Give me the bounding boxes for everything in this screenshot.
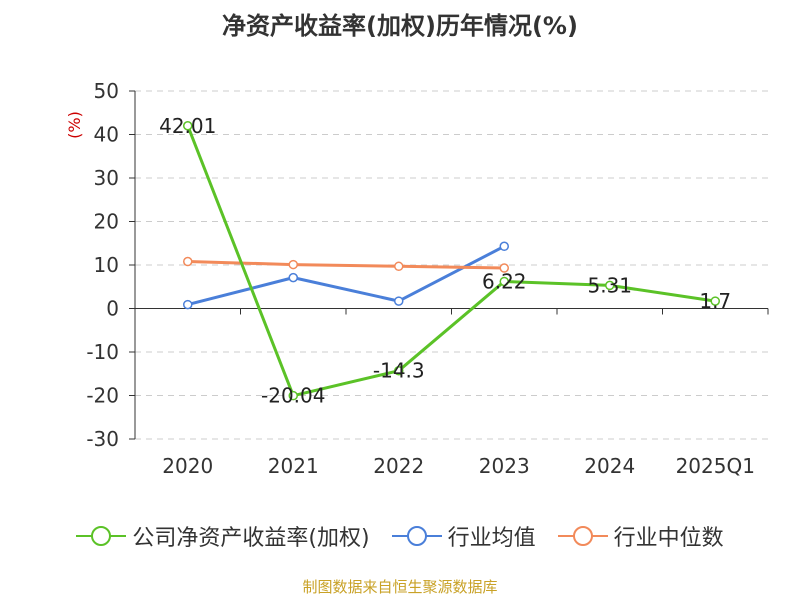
series-2-point-0 <box>183 256 193 267</box>
y-tick-label-5: 0 <box>106 297 119 321</box>
y-tick-label-0: 50 <box>94 79 119 103</box>
legend-label-industry-mean: 行业均值 <box>447 526 536 551</box>
legend-marker-industry-mean <box>391 524 442 548</box>
legend-marker-industry-median <box>557 524 608 548</box>
legend-item-industry-median[interactable]: 行业中位数 <box>557 520 724 552</box>
y-tick-label-6: -10 <box>86 340 119 364</box>
legend-label-company: 公司净资产收益率(加权) <box>132 526 370 551</box>
x-tick-label-5: 2025Q1 <box>676 454 755 478</box>
legend-marker-company <box>76 524 127 548</box>
legend-item-company[interactable]: 公司净资产收益率(加权) <box>76 520 370 552</box>
legend-item-industry-mean[interactable]: 行业均值 <box>391 520 536 552</box>
data-label-4: 5.31 <box>587 273 632 297</box>
y-tick-label-8: -30 <box>86 427 119 451</box>
y-tick-label-2: 30 <box>94 166 119 190</box>
y-tick-label-4: 10 <box>94 253 119 277</box>
series-1-point-0 <box>183 299 193 310</box>
series-0-point-4 <box>605 280 615 291</box>
data-label-0: 42.01 <box>159 114 216 138</box>
data-label-2: -14.3 <box>373 359 425 383</box>
series-line-0 <box>186 125 716 398</box>
data-label-5: 1.7 <box>699 289 731 313</box>
series-1-point-1 <box>288 272 298 283</box>
series-0-point-1 <box>288 390 298 401</box>
series-line-1 <box>187 244 505 307</box>
x-tick-label-2: 2022 <box>373 454 424 478</box>
series-0-point-3 <box>499 276 509 287</box>
chart-legend: 公司净资产收益率(加权) 行业均值 行业中位数 <box>0 520 800 552</box>
series-1-point-2 <box>394 296 404 306</box>
source-note: 制图数据来自恒生聚源数据库 <box>302 578 498 596</box>
series-2-point-1 <box>288 259 298 270</box>
series-0-point-2 <box>394 365 404 376</box>
x-tick-label-0: 2020 <box>162 454 213 478</box>
data-label-1: -20.04 <box>261 384 325 408</box>
series-0-point-0 <box>183 121 193 131</box>
series-0-point-5 <box>710 296 720 306</box>
series-2-point-3 <box>499 263 509 273</box>
series-1-point-3 <box>499 241 509 252</box>
y-tick-label-3: 20 <box>94 210 119 234</box>
y-axis-label: (%) <box>65 111 84 139</box>
data-label-3: 6.22 <box>482 269 527 293</box>
x-tick-label-4: 2024 <box>584 454 635 478</box>
chart-title: 净资产收益率(加权)历年情况(%) <box>222 12 578 40</box>
x-tick-label-1: 2021 <box>268 454 319 478</box>
legend-label-industry-median: 行业中位数 <box>613 526 724 551</box>
x-tick-label-3: 2023 <box>479 454 530 478</box>
series-2-point-2 <box>394 261 404 272</box>
y-tick-label-1: 40 <box>94 123 119 147</box>
y-tick-label-7: -20 <box>86 384 119 408</box>
